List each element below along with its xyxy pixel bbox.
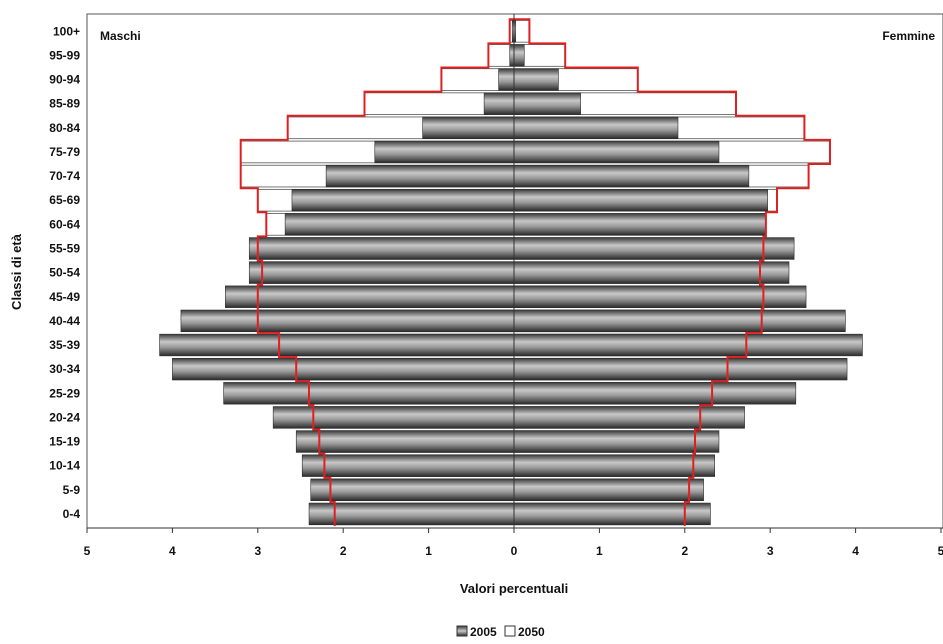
x-tick-label: 4 [852,544,859,558]
bar-2005-female-40-44 [513,309,846,333]
bar-2005-male-65-69 [291,189,515,212]
y-tick-label-60-64: 60-64 [49,217,80,231]
bar-2005-male-20-24 [272,406,515,429]
bar-2005-male-70-74 [325,164,515,188]
x-tick-label: 3 [767,544,774,558]
bar-2005-female-75-79 [513,140,720,164]
x-axis: 5 4 3 2 1 0 1 2 3 4 5 [84,527,943,558]
bar-2005-female-95-99 [513,44,525,67]
x-axis-title: Valori percentuali [460,581,568,596]
bar-2005-female-30-34 [513,357,848,381]
y-tick-label-75-79: 75-79 [49,145,80,159]
y-tick-label-90-94: 90-94 [49,73,80,87]
bar-2005-female-15-19 [513,430,720,453]
legend-label-2005: 2005 [470,625,497,639]
x-tick-label: 0 [511,544,518,558]
bar-2005-male-60-64 [284,213,515,236]
legend-swatch-2050 [504,625,516,637]
right-side-label: Femmine [882,29,935,43]
bar-2005-male-40-44 [180,309,515,333]
y-tick-labels: 0-4 5-9 10-14 15-19 20-24 25-29 30-34 35-39 40-4… [49,24,80,521]
y-tick-label-45-49: 45-49 [49,290,80,304]
x-tick-label: 1 [596,544,603,558]
legend: 2005 2050 [456,625,545,639]
bar-2005-male-95-99 [509,44,515,67]
x-tick-label: 5 [938,544,943,558]
bar-2005-male-85-89 [483,92,515,115]
bar-2005-female-45-49 [513,285,807,308]
bar-2005-female-90-94 [513,68,559,91]
y-tick-label-20-24: 20-24 [49,410,80,424]
y-tick-label-0-4: 0-4 [63,507,81,521]
bar-2005-female-60-64 [513,213,767,236]
y-tick-label-35-39: 35-39 [49,338,80,352]
bar-2005-male-50-54 [248,261,515,284]
bar-2005-female-5-9 [513,478,704,501]
bar-2005-male-80-84 [422,116,515,139]
x-tick-label: 3 [254,544,261,558]
bar-2005-female-55-59 [513,237,795,260]
bar-2005-male-5-9 [310,478,515,501]
y-tick-label-30-34: 30-34 [49,362,80,376]
legend-swatch-2005 [456,625,468,637]
bar-2005-male-15-19 [295,430,515,453]
bar-2005-male-55-59 [248,237,515,260]
x-tick-label: 2 [340,544,347,558]
bar-2005-female-70-74 [513,164,750,188]
bar-2005-female-20-24 [513,406,745,429]
series-2050-outline [239,18,831,526]
x-tick-label: 5 [84,544,91,558]
y-tick-label-10-14: 10-14 [49,459,80,473]
y-tick-label-40-44: 40-44 [49,314,80,328]
x-tick-label: 1 [425,544,432,558]
y-tick-label-70-74: 70-74 [49,169,80,183]
bar-2005-female-80-84 [513,116,679,139]
y-tick-label-65-69: 65-69 [49,193,80,207]
bar-2005-male-90-94 [498,68,515,91]
bar-2005-female-25-29 [513,382,797,405]
bar-2005-male-25-29 [223,382,515,405]
y-tick-label-50-54: 50-54 [49,266,80,280]
bar-2050-female-100plus [513,20,530,43]
y-tick-label-85-89: 85-89 [49,97,80,111]
y-axis-title: Classi di età [9,233,24,310]
y-tick-label-55-59: 55-59 [49,241,80,255]
bar-2005-male-0-4 [308,502,515,526]
y-tick-label-5-9: 5-9 [63,483,81,497]
legend-label-2050: 2050 [518,625,545,639]
outline-2050-female [514,18,831,526]
x-tick-label: 4 [169,544,176,558]
bar-2005-female-10-14 [513,454,715,477]
bar-2005-male-45-49 [225,285,515,308]
bar-2005-male-75-79 [374,140,515,164]
bar-2005-female-0-4 [513,502,711,526]
bar-2005-female-50-54 [513,261,790,284]
bar-2005-male-35-39 [159,333,515,357]
y-tick-label-80-84: 80-84 [49,121,80,135]
bar-2005-female-35-39 [513,333,863,357]
series-2005-bars [159,20,863,526]
y-tick-label-25-29: 25-29 [49,386,80,400]
outline-2050-male [239,18,514,526]
left-side-label: Maschi [100,29,141,43]
x-tick-label: 2 [681,544,688,558]
bar-2005-female-65-69 [513,189,768,212]
y-tick-label-95-99: 95-99 [49,48,80,62]
bar-2005-female-85-89 [513,92,581,115]
bar-2005-male-30-34 [172,357,515,381]
bar-2005-male-10-14 [301,454,515,477]
y-tick-label-100plus: 100+ [53,24,80,38]
y-tick-label-15-19: 15-19 [49,435,80,449]
